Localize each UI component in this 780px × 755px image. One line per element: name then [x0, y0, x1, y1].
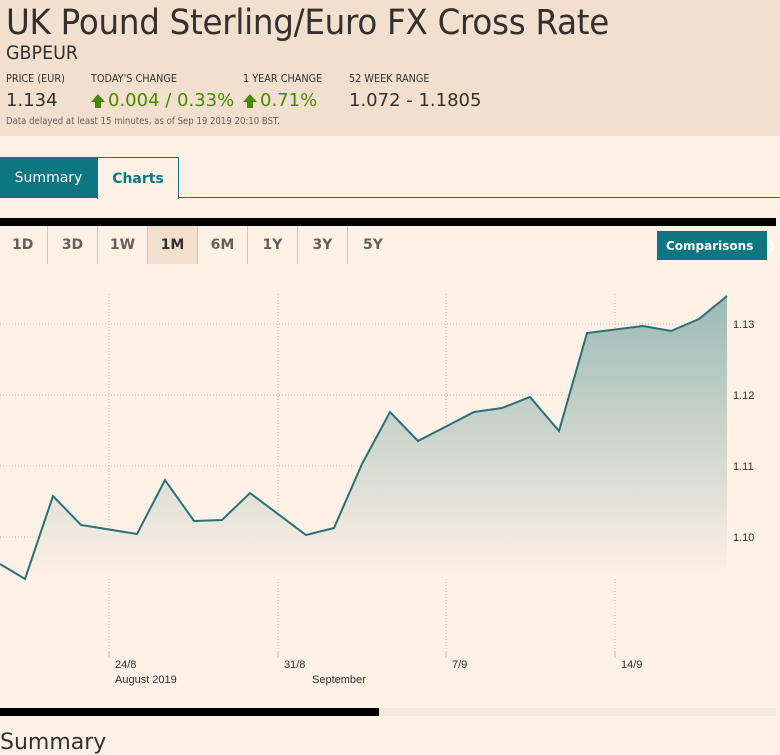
page-title: UK Pound Sterling/Euro FX Cross Rate — [6, 3, 610, 43]
y-tick-1.10: 1.10 — [733, 532, 754, 544]
stat-price: PRICE (EUR) 1.134 — [6, 72, 73, 111]
comparisons-label: Comparisons — [666, 238, 754, 253]
y-tick-1.11: 1.11 — [733, 461, 754, 473]
price-chart[interactable]: 1.13 1.12 1.11 1.10 24/8 31/8 7/9 14/9 A… — [0, 280, 780, 700]
stat-todays-change: TODAY'S CHANGE 0.004 / 0.33% — [91, 72, 234, 111]
section-divider — [0, 218, 776, 226]
period-3d[interactable]: 3D — [48, 226, 98, 264]
stat-value: 0.71% — [243, 90, 333, 111]
scrollbar-thumb[interactable] — [0, 708, 379, 716]
period-1y[interactable]: 1Y — [248, 226, 298, 264]
period-1w[interactable]: 1W — [98, 226, 148, 264]
arrow-up-icon — [243, 93, 257, 108]
data-delay-note: Data delayed at least 15 minutes, as of … — [6, 116, 280, 127]
stat-value-text: 0.004 / 0.33% — [108, 90, 235, 111]
chart-scrollbar[interactable] — [0, 708, 776, 716]
quote-header: UK Pound Sterling/Euro FX Cross Rate GBP… — [0, 0, 780, 136]
x-tick-14-9: 14/9 — [621, 659, 642, 671]
stat-52week-range: 52 WEEK RANGE 1.072 - 1.1805 — [349, 72, 481, 111]
x-tick-7-9: 7/9 — [452, 659, 467, 671]
period-6m[interactable]: 6M — [198, 226, 248, 264]
x-tick-marks — [108, 652, 616, 658]
stat-label: 1 YEAR CHANGE — [243, 72, 323, 85]
stat-value: 1.072 - 1.1805 — [349, 90, 482, 111]
x-period-august: August 2019 — [115, 674, 177, 686]
chevron-right-icon: ❯ — [765, 237, 778, 254]
period-selector: 1D 3D 1W 1M 6M 1Y 3Y 5Y — [0, 226, 398, 264]
period-3y[interactable]: 3Y — [298, 226, 348, 264]
y-axis-labels: 1.13 1.12 1.11 1.10 — [733, 319, 754, 544]
tab-bar: Summary Charts — [0, 157, 780, 199]
tab-summary[interactable]: Summary — [0, 157, 97, 198]
stat-value: 1.134 — [6, 90, 58, 111]
arrow-up-icon — [91, 93, 105, 108]
stat-1year-change: 1 YEAR CHANGE 0.71% — [243, 72, 333, 111]
tab-charts[interactable]: Charts — [97, 157, 179, 199]
next-section-heading: Summary — [0, 730, 107, 755]
stat-value-text: 0.71% — [260, 90, 318, 111]
ticker-symbol: GBPEUR — [6, 42, 79, 64]
price-line — [0, 295, 728, 581]
x-tick-31-8: 31/8 — [284, 659, 305, 671]
price-area — [0, 296, 727, 579]
stat-label: 52 WEEK RANGE — [349, 72, 430, 85]
stat-label: TODAY'S CHANGE — [91, 72, 178, 85]
period-1m[interactable]: 1M — [148, 226, 198, 264]
y-tick-1.12: 1.12 — [733, 390, 754, 402]
comparisons-button[interactable]: Comparisons ❯ — [657, 231, 777, 260]
period-5y[interactable]: 5Y — [363, 237, 383, 253]
x-period-september: September — [312, 674, 366, 686]
period-1d[interactable]: 1D — [0, 226, 48, 264]
stat-value: 0.004 / 0.33% — [91, 90, 234, 111]
x-tick-24-8: 24/8 — [115, 659, 136, 671]
y-tick-1.13: 1.13 — [733, 319, 754, 331]
stat-label: PRICE (EUR) — [6, 72, 65, 85]
x-axis-labels: 24/8 31/8 7/9 14/9 August 2019 September — [115, 659, 642, 686]
